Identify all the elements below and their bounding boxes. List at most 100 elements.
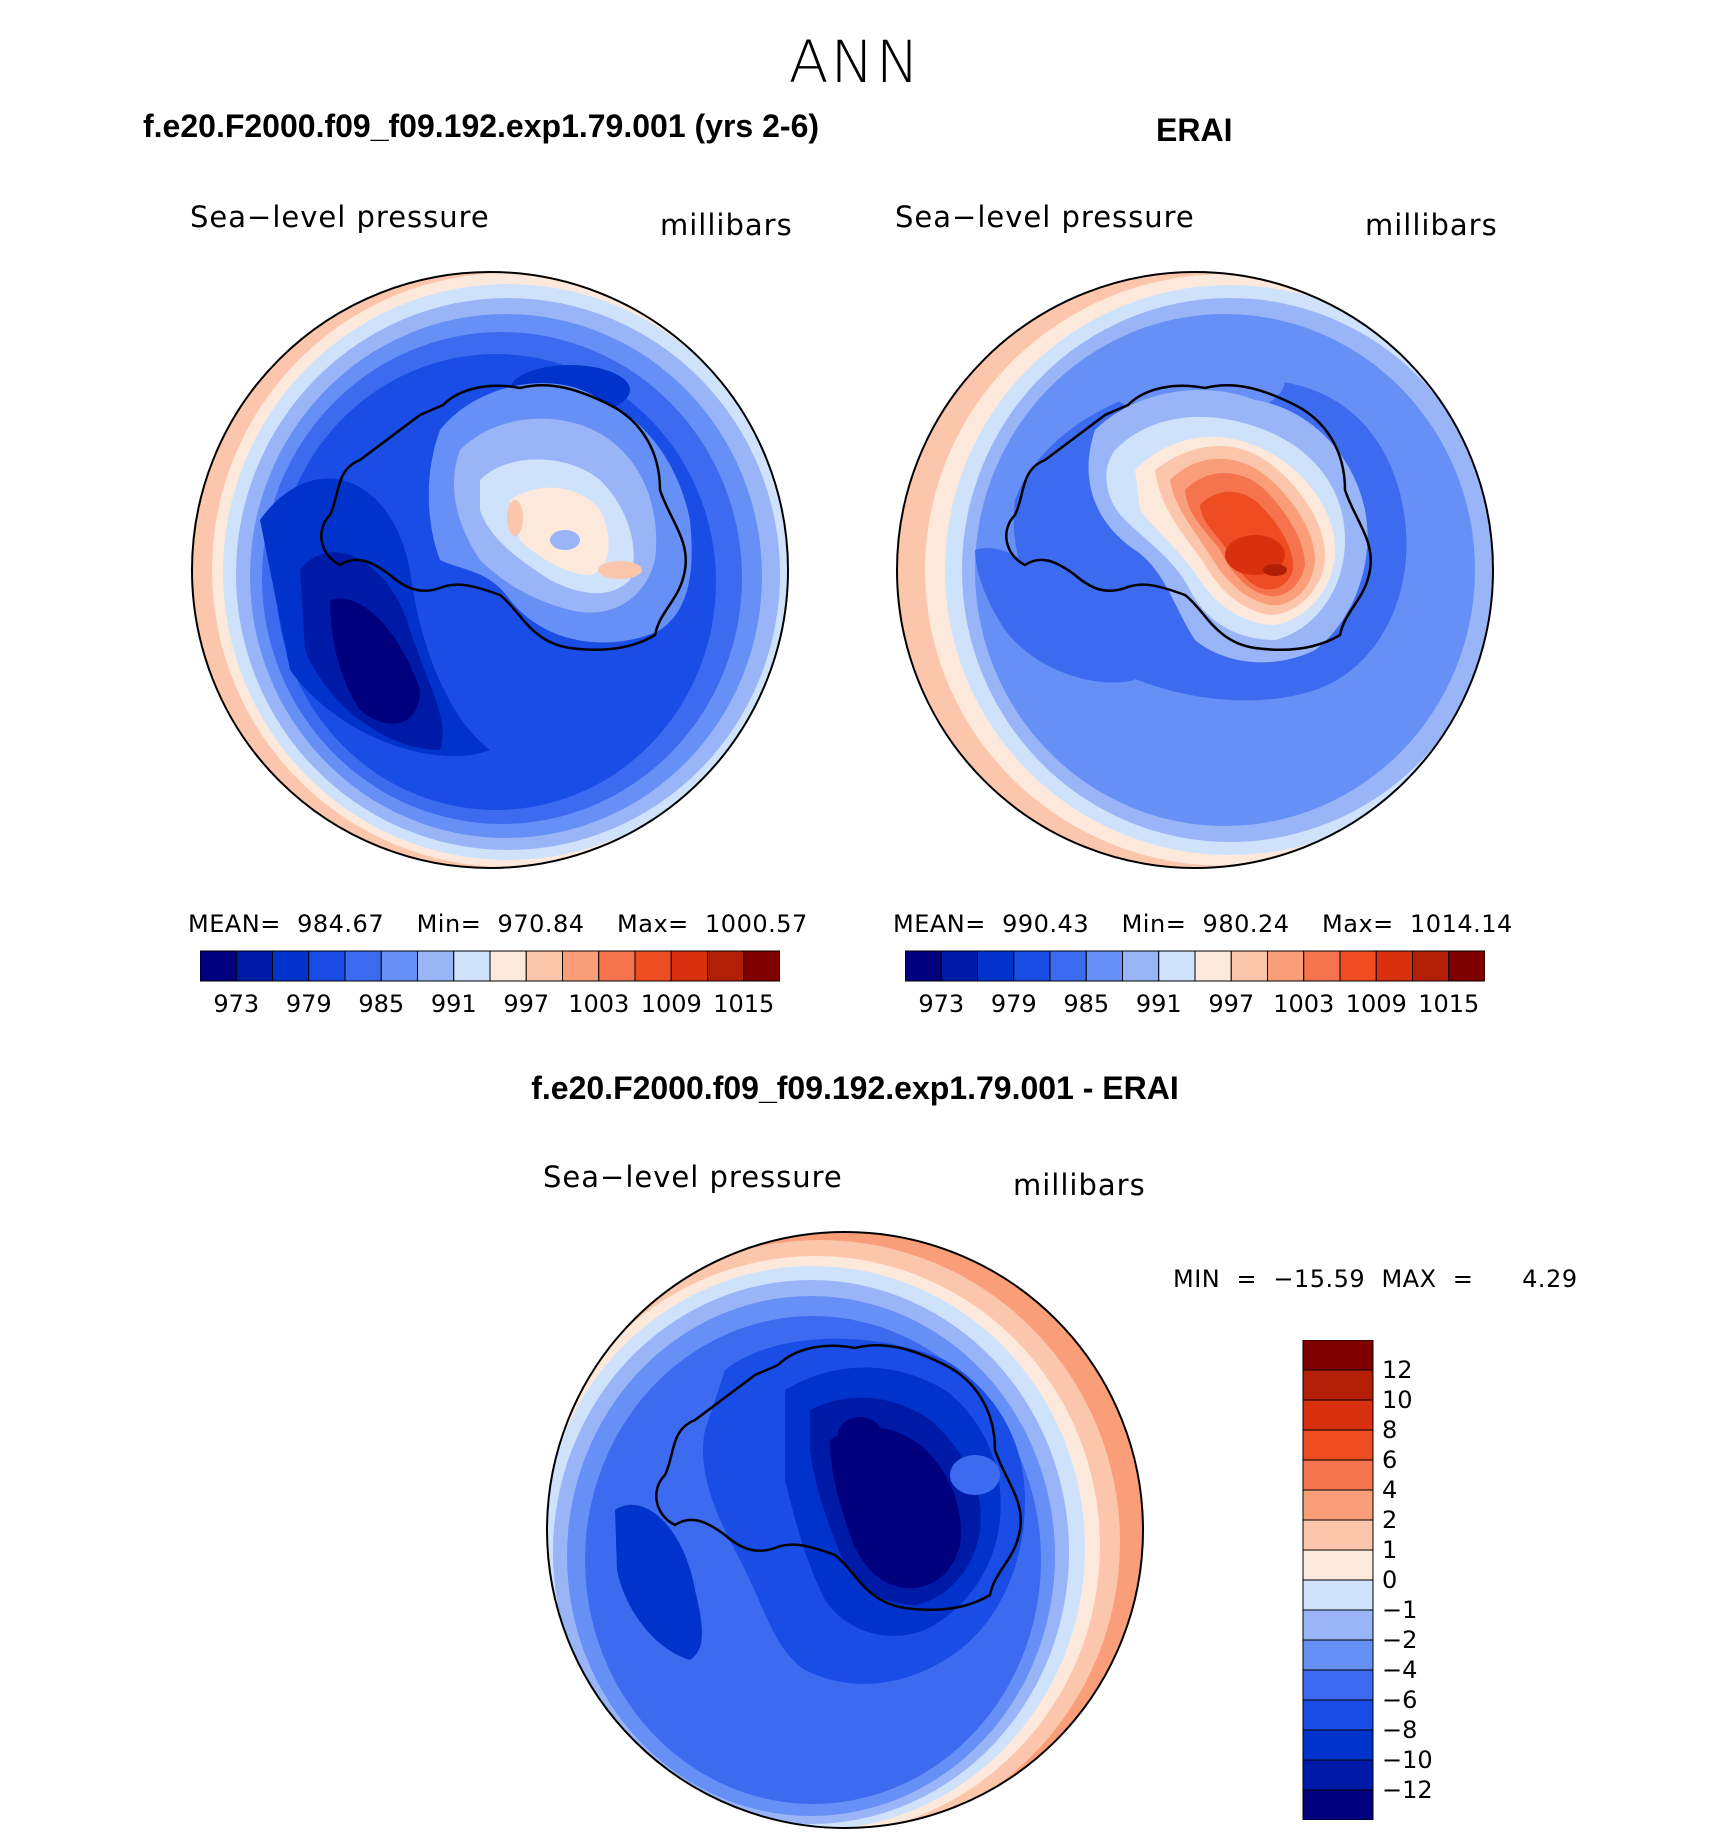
colorbar-swatch <box>1302 1340 1374 1371</box>
figure-title: ANN <box>788 28 922 96</box>
colorbar-tick-label: 991 <box>430 990 477 1018</box>
panel2-units-label: millibars <box>1365 208 1498 242</box>
colorbar-swatch <box>598 950 636 982</box>
panel3-stats: MIN = −15.59 MAX = 4.29 <box>1173 1265 1578 1293</box>
colorbar-swatch <box>1302 1759 1374 1791</box>
colorbar-swatch <box>525 950 563 982</box>
colorbar-swatch <box>1412 950 1450 982</box>
colorbar-swatch <box>562 950 600 982</box>
panel2-colorbar-ticks: 973 979 985 991 997 1003 1009 1015 <box>905 990 1485 1020</box>
colorbar-swatch <box>272 950 310 982</box>
colorbar-swatch <box>1194 950 1232 982</box>
colorbar-swatch <box>1302 1669 1374 1701</box>
colorbar-swatch <box>905 950 942 982</box>
colorbar-swatch <box>1302 1519 1374 1551</box>
panel2-case-title: ERAI <box>1156 112 1233 148</box>
colorbar-tick-label: 997 <box>1208 990 1255 1018</box>
colorbar-swatch <box>453 950 491 982</box>
panel2-polar-map <box>896 271 1494 869</box>
colorbar-swatch <box>1302 1549 1374 1581</box>
panel3-variable-label: Sea−level pressure <box>543 1160 843 1194</box>
colorbar-tick-label: −4 <box>1382 1656 1418 1684</box>
colorbar-swatch <box>200 950 237 982</box>
colorbar-swatch <box>1158 950 1196 982</box>
colorbar-swatch <box>1303 950 1341 982</box>
colorbar-tick-label: 973 <box>213 990 260 1018</box>
colorbar-tick-label: −12 <box>1382 1776 1433 1804</box>
colorbar-tick-label: 10 <box>1382 1386 1413 1414</box>
colorbar-swatch <box>1085 950 1123 982</box>
panel1-stats: MEAN= 984.67 Min= 970.84 Max= 1000.57 <box>188 910 808 938</box>
colorbar-swatch <box>1013 950 1051 982</box>
panel1-polar-map <box>191 271 789 869</box>
panel1-variable-label: Sea−level pressure <box>190 200 490 234</box>
colorbar-tick-label: 0 <box>1382 1566 1398 1594</box>
colorbar-tick-label: 1015 <box>713 990 775 1018</box>
colorbar-tick-label: −8 <box>1382 1716 1418 1744</box>
colorbar-tick-label: 979 <box>285 990 332 1018</box>
colorbar-tick-label: 1003 <box>568 990 630 1018</box>
colorbar-swatch <box>1122 950 1160 982</box>
colorbar-swatch <box>1302 1579 1374 1611</box>
colorbar-tick-label: 985 <box>358 990 405 1018</box>
colorbar-swatch <box>1302 1639 1374 1671</box>
colorbar-swatch <box>1339 950 1377 982</box>
colorbar-tick-label: 2 <box>1382 1506 1398 1534</box>
colorbar-swatch <box>1302 1729 1374 1761</box>
colorbar-swatch <box>1302 1459 1374 1491</box>
panel2-colorbar <box>905 950 1485 982</box>
panel3-case-title: f.e20.F2000.f09_f09.192.exp1.79.001 - ER… <box>531 1070 1179 1106</box>
colorbar-swatch <box>670 950 708 982</box>
colorbar-swatch <box>417 950 455 982</box>
colorbar-swatch <box>1302 1369 1374 1401</box>
panel3-units-label: millibars <box>1013 1168 1146 1202</box>
colorbar-tick-label: −2 <box>1382 1626 1418 1654</box>
colorbar-tick-label: −6 <box>1382 1686 1418 1714</box>
colorbar-swatch <box>1049 950 1087 982</box>
colorbar-tick-label: −10 <box>1382 1746 1433 1774</box>
colorbar-swatch <box>1448 950 1485 982</box>
colorbar-tick-label: 985 <box>1063 990 1110 1018</box>
panel1-case-title: f.e20.F2000.f09_f09.192.exp1.79.001 (yrs… <box>143 108 820 144</box>
colorbar-swatch <box>380 950 418 982</box>
colorbar-swatch <box>1302 1399 1374 1431</box>
colorbar-swatch <box>489 950 527 982</box>
colorbar-tick-label: 973 <box>918 990 965 1018</box>
panel3-colorbar <box>1302 1340 1374 1820</box>
colorbar-tick-label: 8 <box>1382 1416 1398 1444</box>
colorbar-swatch <box>1302 1609 1374 1641</box>
colorbar-tick-label: 997 <box>503 990 550 1018</box>
colorbar-tick-label: 12 <box>1382 1356 1413 1384</box>
colorbar-tick-label: 991 <box>1135 990 1182 1018</box>
panel1-units-label: millibars <box>660 208 793 242</box>
colorbar-tick-label: 1 <box>1382 1536 1398 1564</box>
colorbar-swatch <box>235 950 273 982</box>
colorbar-swatch <box>1230 950 1268 982</box>
colorbar-swatch <box>308 950 346 982</box>
colorbar-tick-label: −1 <box>1382 1596 1418 1624</box>
panel1-colorbar-ticks: 973 979 985 991 997 1003 1009 1015 <box>200 990 780 1020</box>
colorbar-swatch <box>634 950 672 982</box>
colorbar-tick-label: 6 <box>1382 1446 1398 1474</box>
colorbar-swatch <box>1302 1489 1374 1521</box>
colorbar-swatch <box>1267 950 1305 982</box>
colorbar-swatch <box>940 950 978 982</box>
panel3-colorbar-ticks: −12 −10 −8 −6 −4 −2 −1 0 1 2 4 6 8 10 12 <box>1380 1340 1500 1820</box>
panel2-variable-label: Sea−level pressure <box>895 200 1195 234</box>
colorbar-tick-label: 1009 <box>1345 990 1407 1018</box>
colorbar-swatch <box>707 950 745 982</box>
colorbar-swatch <box>743 950 780 982</box>
colorbar-swatch <box>344 950 382 982</box>
panel3-polar-map <box>546 1231 1144 1829</box>
colorbar-tick-label: 1009 <box>640 990 702 1018</box>
colorbar-swatch <box>977 950 1015 982</box>
colorbar-tick-label: 1015 <box>1418 990 1480 1018</box>
colorbar-swatch <box>1302 1789 1374 1820</box>
colorbar-tick-label: 4 <box>1382 1476 1398 1504</box>
colorbar-swatch <box>1302 1429 1374 1461</box>
colorbar-tick-label: 1003 <box>1273 990 1335 1018</box>
colorbar-swatch <box>1375 950 1413 982</box>
colorbar-swatch <box>1302 1699 1374 1731</box>
panel2-stats: MEAN= 990.43 Min= 980.24 Max= 1014.14 <box>893 910 1513 938</box>
panel1-colorbar <box>200 950 780 982</box>
